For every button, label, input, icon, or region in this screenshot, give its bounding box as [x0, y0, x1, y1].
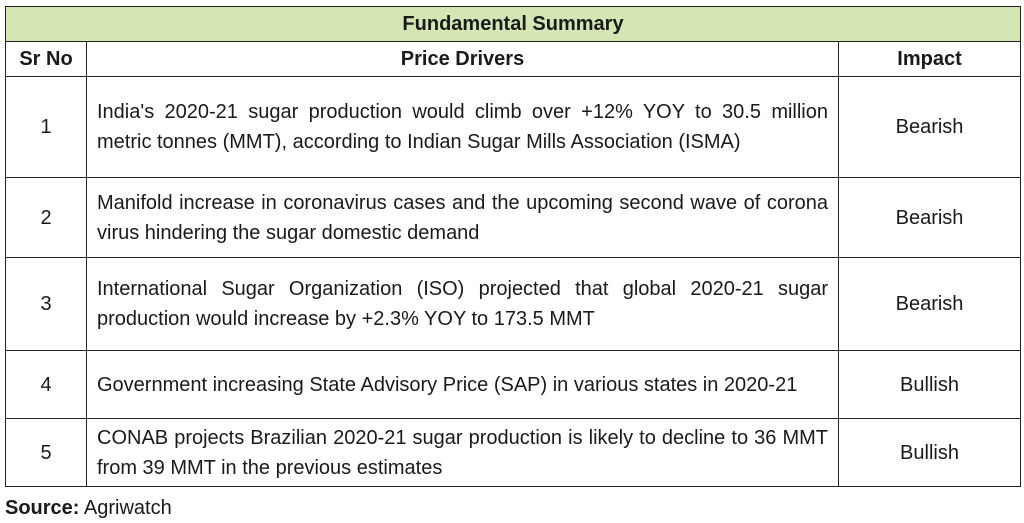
table-row: 4 Government increasing State Advisory P…: [5, 350, 1022, 419]
row-sr-no: 1: [5, 76, 87, 178]
source-label: Source:: [5, 497, 80, 519]
table-row: 2 Manifold increase in coronavirus cases…: [5, 177, 1022, 258]
row-impact: Bearish: [837, 257, 1022, 351]
row-price-driver: International Sugar Organization (ISO) p…: [86, 257, 839, 351]
row-sr-no: 2: [5, 177, 87, 258]
row-price-driver: India's 2020-21 sugar production would c…: [86, 76, 839, 178]
row-impact: Bearish: [837, 177, 1022, 258]
row-sr-no: 4: [5, 350, 87, 419]
table-row: 3 International Sugar Organization (ISO)…: [5, 257, 1022, 351]
row-impact: Bullish: [837, 418, 1022, 487]
source-note: Source: Agriwatch: [5, 496, 172, 520]
row-price-driver: Manifold increase in coronavirus cases a…: [86, 177, 839, 258]
header-impact: Impact: [837, 41, 1022, 77]
row-sr-no: 5: [5, 418, 87, 487]
header-row: Sr No Price Drivers Impact: [5, 41, 1022, 77]
source-value: Agriwatch: [83, 497, 172, 519]
table-title: Fundamental Summary: [4, 6, 1022, 42]
header-sr-no: Sr No: [5, 41, 87, 77]
row-impact: Bullish: [837, 350, 1022, 419]
table-row: 5 CONAB projects Brazilian 2020-21 sugar…: [5, 418, 1022, 487]
row-price-driver: Government increasing State Advisory Pri…: [86, 350, 839, 419]
row-sr-no: 3: [5, 257, 87, 351]
table-row: 1 India's 2020-21 sugar production would…: [5, 76, 1022, 178]
header-price-drivers: Price Drivers: [86, 41, 839, 77]
fundamental-summary-table: Fundamental Summary Sr No Price Drivers …: [4, 6, 1022, 487]
row-price-driver: CONAB projects Brazilian 2020-21 sugar p…: [86, 418, 839, 487]
row-impact: Bearish: [837, 76, 1022, 178]
